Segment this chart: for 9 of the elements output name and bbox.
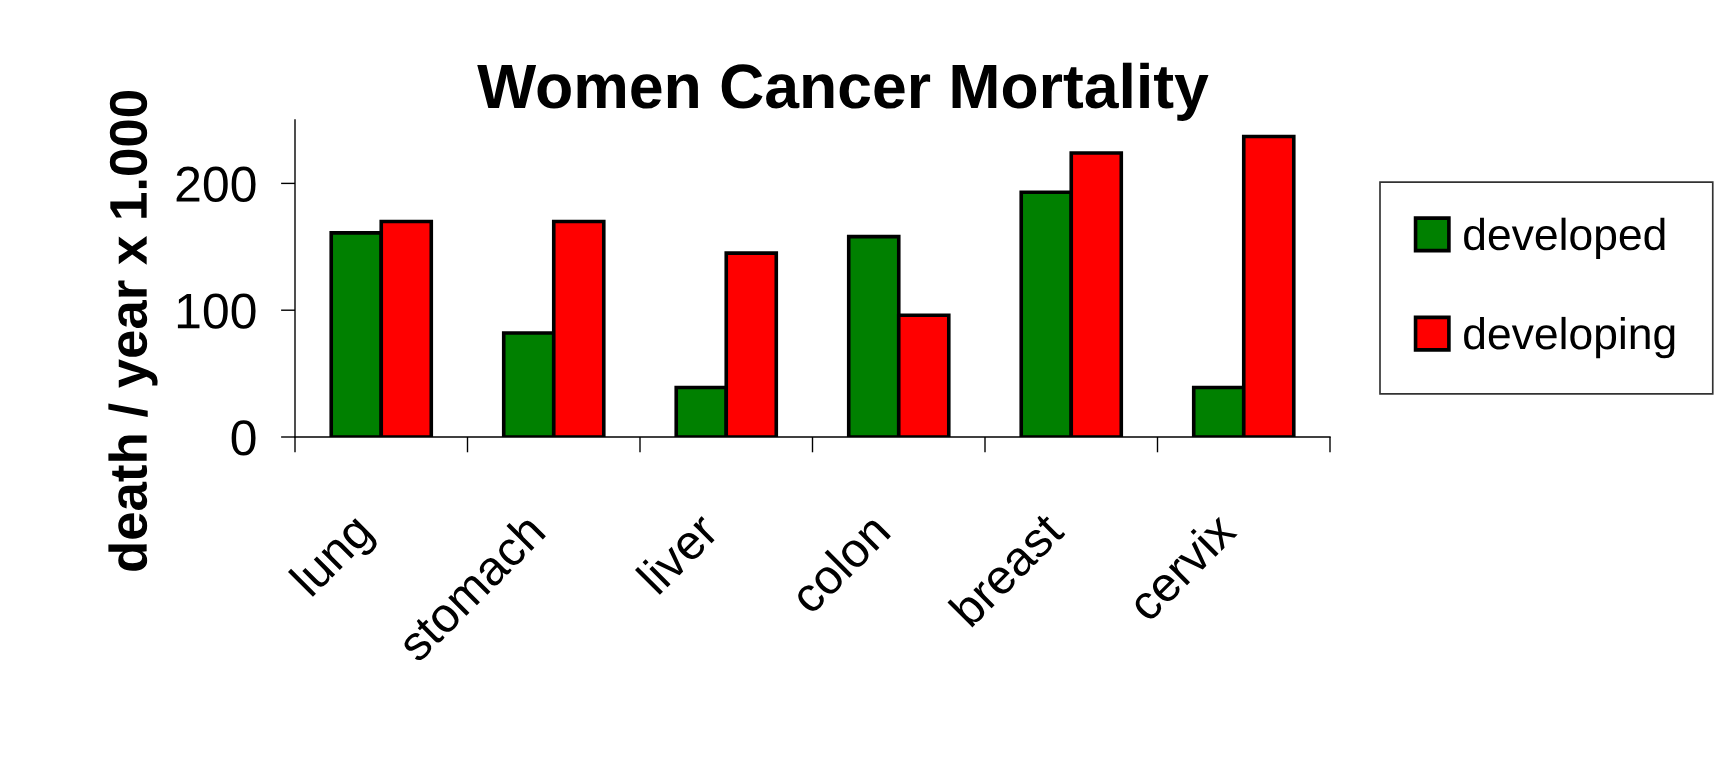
y-tick-label: 100 bbox=[177, 293, 256, 329]
y-tick-label: 200 bbox=[176, 166, 256, 203]
chart-title: Women Cancer Mortality bbox=[477, 62, 1209, 121]
legend-label: developing bbox=[1464, 316, 1675, 359]
x-tick-label: liver bbox=[634, 509, 721, 596]
y-axis-title: death / year x 1.000 bbox=[108, 91, 158, 571]
x-tick-label: lung bbox=[288, 511, 381, 604]
y-tick-label: 0 bbox=[231, 420, 256, 456]
legend-label: developed bbox=[1464, 217, 1665, 260]
